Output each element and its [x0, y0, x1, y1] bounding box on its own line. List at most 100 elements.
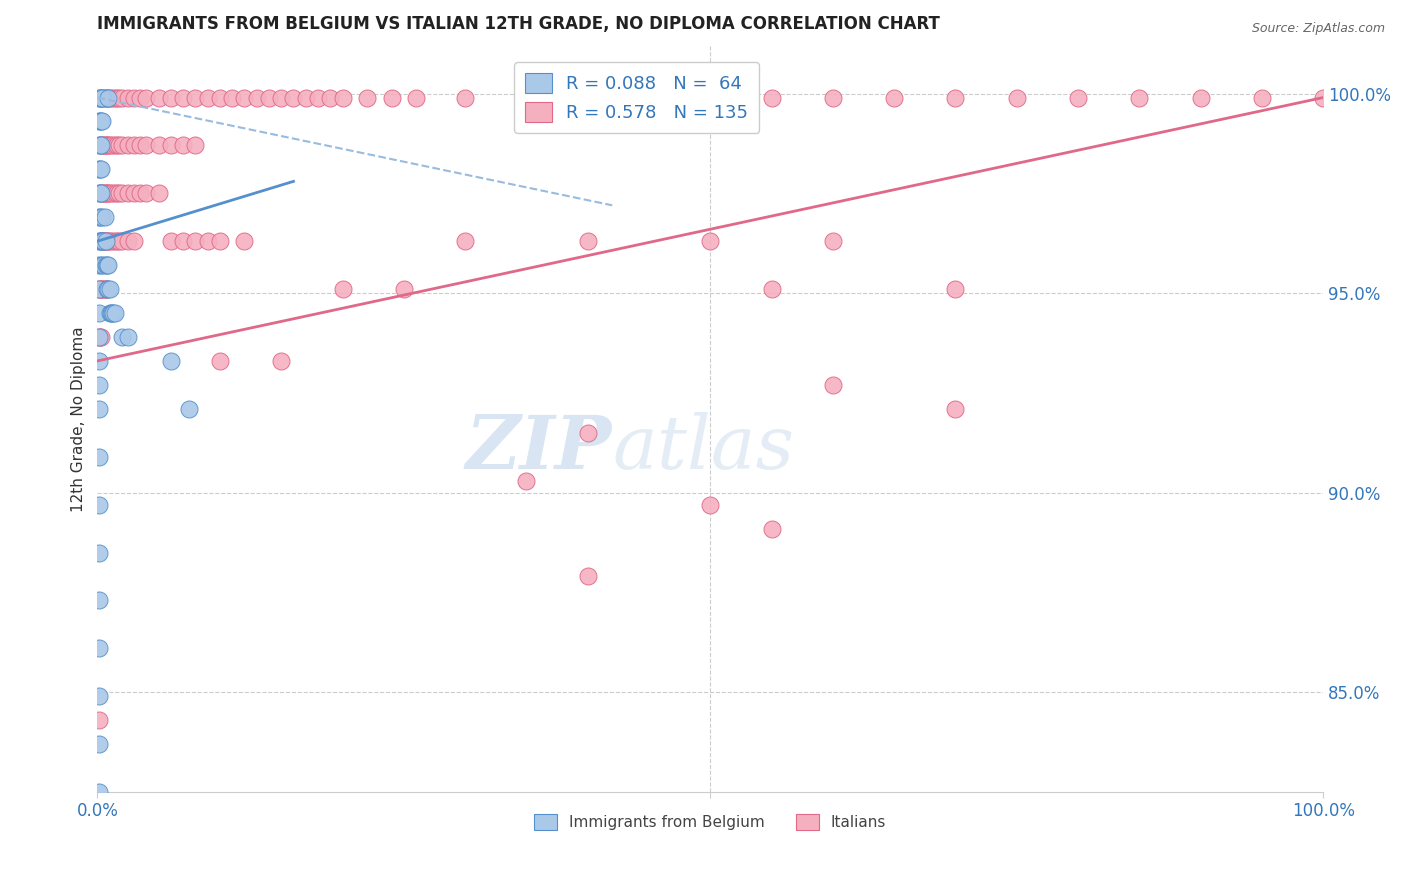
- Point: [945, 90, 967, 104]
- Point: [90, 282, 112, 296]
- Point: [576, 425, 599, 440]
- Point: [283, 90, 305, 104]
- Point: [101, 306, 124, 320]
- Point: [89, 114, 111, 128]
- Point: [135, 138, 157, 153]
- Point: [117, 138, 139, 153]
- Point: [699, 90, 721, 104]
- Point: [761, 282, 783, 296]
- Point: [89, 162, 111, 177]
- Point: [103, 90, 125, 104]
- Point: [111, 234, 134, 248]
- Point: [197, 234, 219, 248]
- Point: [87, 401, 110, 416]
- Point: [89, 90, 111, 104]
- Point: [105, 234, 128, 248]
- Point: [111, 138, 134, 153]
- Point: [91, 114, 114, 128]
- Point: [87, 785, 110, 799]
- Point: [515, 474, 537, 488]
- Point: [699, 498, 721, 512]
- Point: [122, 138, 145, 153]
- Point: [87, 138, 110, 153]
- Point: [233, 90, 256, 104]
- Point: [101, 90, 124, 104]
- Point: [172, 234, 194, 248]
- Point: [93, 258, 115, 272]
- Point: [257, 90, 280, 104]
- Text: Source: ZipAtlas.com: Source: ZipAtlas.com: [1251, 22, 1385, 36]
- Point: [94, 234, 117, 248]
- Point: [89, 211, 111, 225]
- Point: [93, 234, 115, 248]
- Point: [87, 377, 110, 392]
- Point: [96, 138, 118, 153]
- Point: [122, 186, 145, 201]
- Point: [90, 234, 112, 248]
- Point: [93, 211, 115, 225]
- Legend: Immigrants from Belgium, Italians: Immigrants from Belgium, Italians: [529, 807, 893, 837]
- Point: [117, 186, 139, 201]
- Point: [821, 234, 844, 248]
- Point: [93, 234, 115, 248]
- Point: [90, 114, 112, 128]
- Point: [87, 186, 110, 201]
- Point: [148, 90, 170, 104]
- Point: [111, 186, 134, 201]
- Point: [94, 138, 117, 153]
- Point: [91, 211, 114, 225]
- Point: [90, 138, 112, 153]
- Point: [111, 90, 134, 104]
- Point: [221, 90, 243, 104]
- Point: [87, 689, 110, 703]
- Point: [129, 186, 152, 201]
- Point: [97, 234, 120, 248]
- Point: [108, 90, 131, 104]
- Point: [1128, 90, 1150, 104]
- Point: [97, 282, 120, 296]
- Point: [93, 234, 115, 248]
- Point: [89, 282, 111, 296]
- Point: [89, 138, 111, 153]
- Point: [945, 401, 967, 416]
- Point: [122, 234, 145, 248]
- Point: [91, 90, 114, 104]
- Point: [87, 713, 110, 727]
- Point: [87, 354, 110, 368]
- Point: [576, 569, 599, 583]
- Point: [160, 234, 183, 248]
- Point: [184, 234, 207, 248]
- Point: [172, 138, 194, 153]
- Point: [883, 90, 905, 104]
- Point: [96, 258, 118, 272]
- Point: [638, 90, 661, 104]
- Point: [90, 234, 112, 248]
- Text: IMMIGRANTS FROM BELGIUM VS ITALIAN 12TH GRADE, NO DIPLOMA CORRELATION CHART: IMMIGRANTS FROM BELGIUM VS ITALIAN 12TH …: [97, 15, 941, 33]
- Point: [87, 330, 110, 344]
- Point: [90, 258, 112, 272]
- Point: [105, 186, 128, 201]
- Point: [100, 306, 122, 320]
- Point: [454, 234, 477, 248]
- Text: ZIP: ZIP: [465, 412, 612, 485]
- Point: [96, 234, 118, 248]
- Point: [96, 186, 118, 201]
- Point: [97, 90, 120, 104]
- Point: [97, 90, 120, 104]
- Point: [332, 282, 354, 296]
- Point: [294, 90, 316, 104]
- Point: [103, 306, 125, 320]
- Point: [94, 234, 117, 248]
- Point: [87, 450, 110, 464]
- Point: [246, 90, 269, 104]
- Point: [97, 258, 120, 272]
- Point: [98, 234, 121, 248]
- Point: [307, 90, 329, 104]
- Point: [87, 282, 110, 296]
- Point: [108, 186, 131, 201]
- Point: [94, 186, 117, 201]
- Point: [89, 330, 111, 344]
- Point: [90, 162, 112, 177]
- Point: [821, 377, 844, 392]
- Point: [90, 90, 112, 104]
